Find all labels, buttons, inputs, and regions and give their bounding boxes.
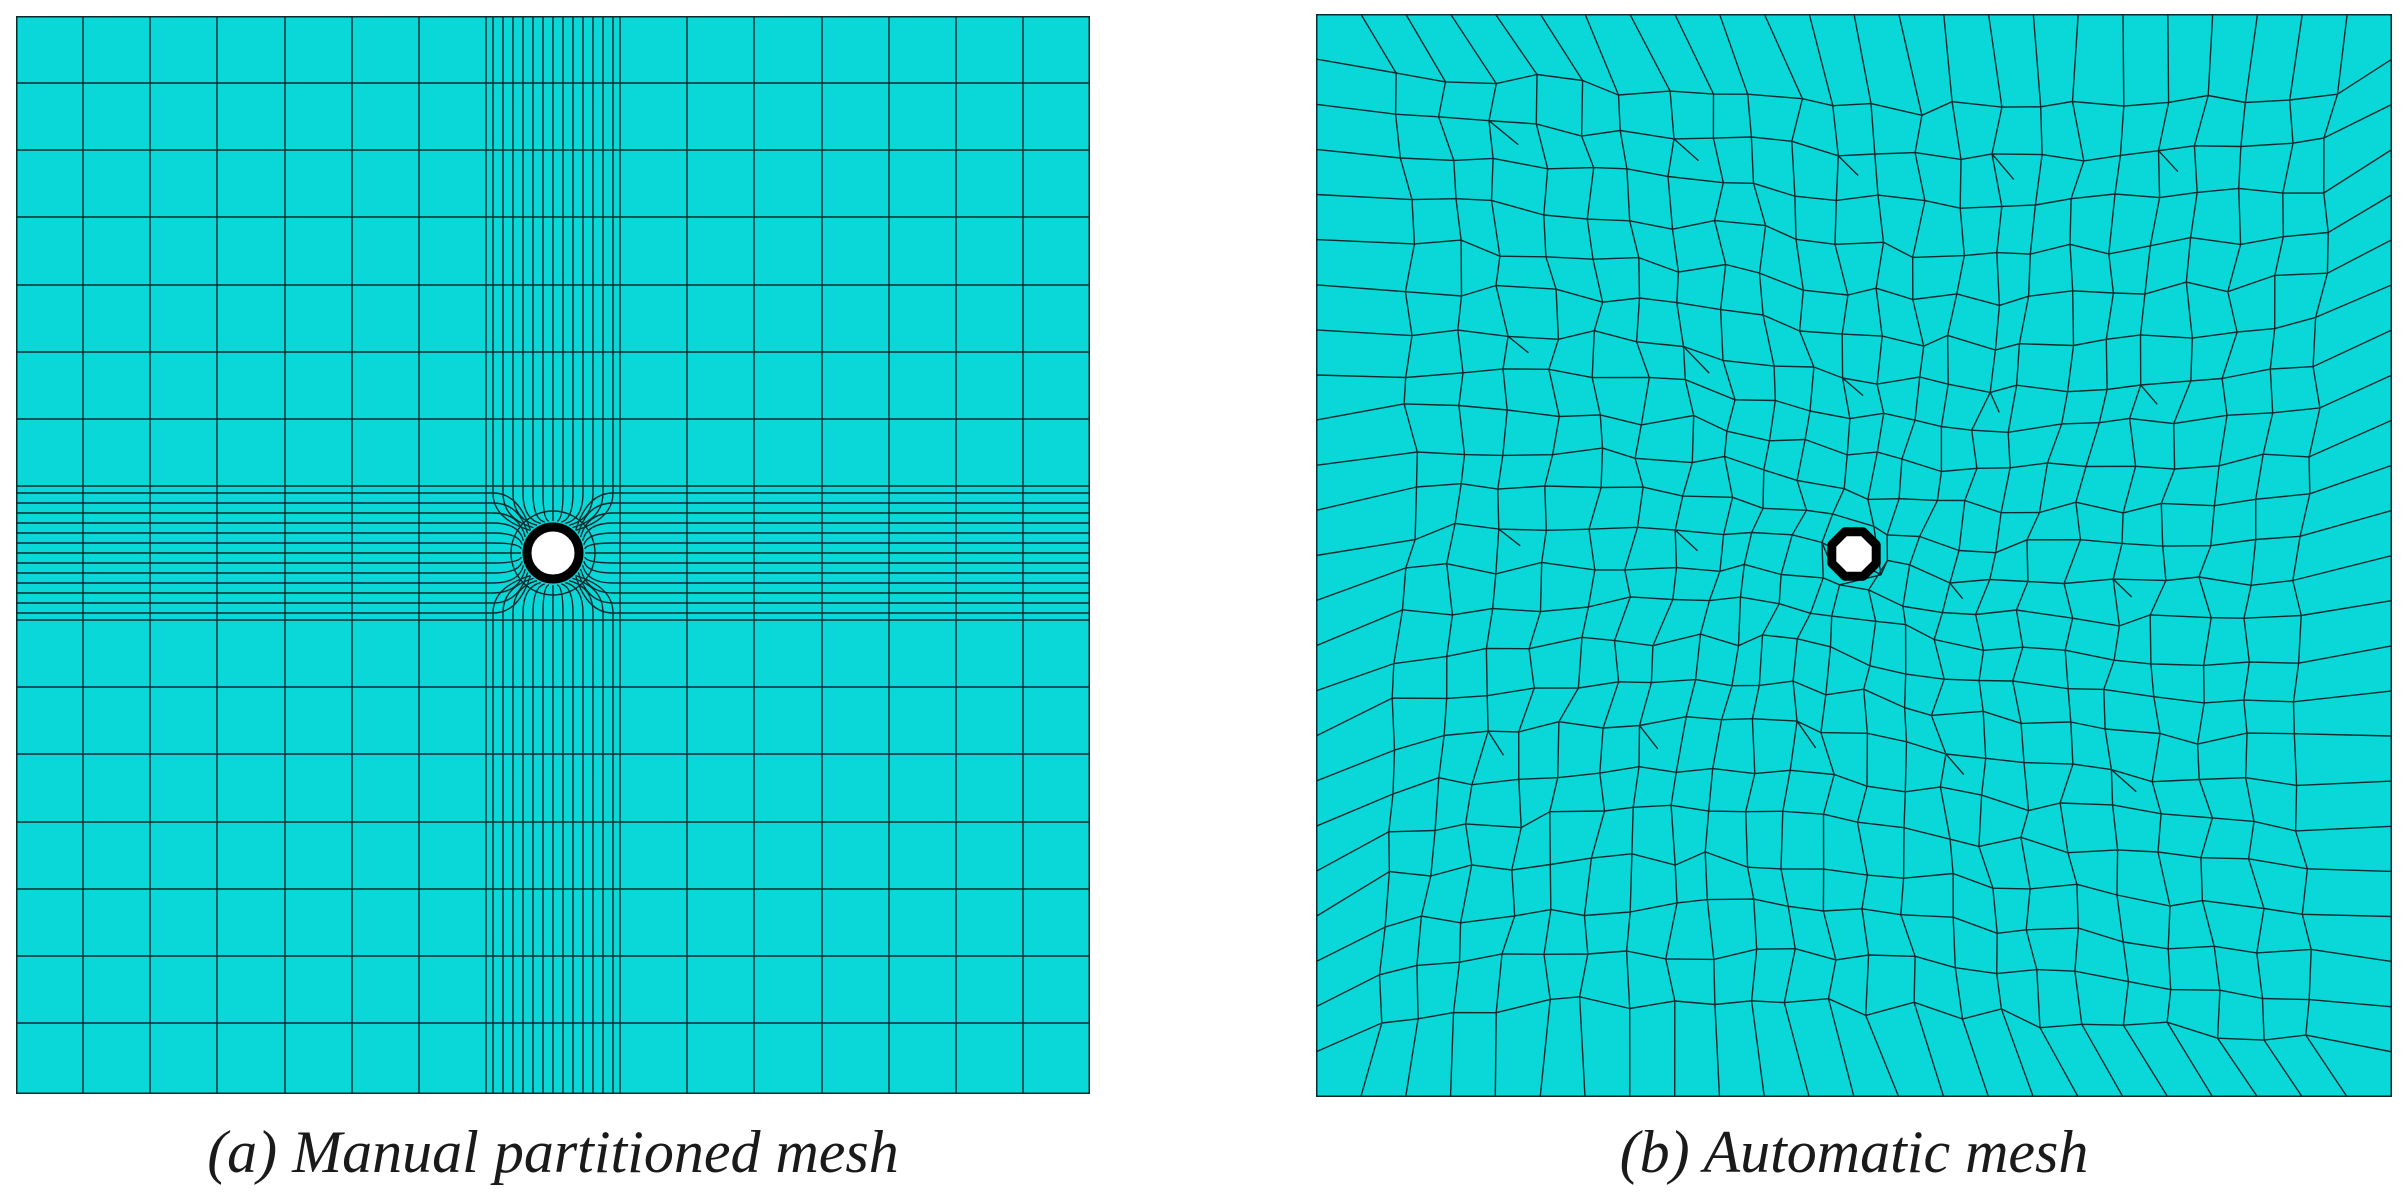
mesh-split xyxy=(1682,345,1710,374)
mesh-split xyxy=(1945,753,1965,775)
fan-line xyxy=(492,532,523,545)
mesh-split xyxy=(1796,720,1817,749)
mesh-split xyxy=(1673,138,1700,162)
fan-line xyxy=(583,532,614,545)
mesh-split xyxy=(1842,377,1864,397)
mesh-split xyxy=(1991,153,2015,180)
fan-line xyxy=(575,574,614,614)
mesh-line xyxy=(1316,851,2392,918)
mesh-split xyxy=(2158,150,2179,173)
mesh-split xyxy=(2110,769,2137,793)
automatic-mesh-panel xyxy=(1316,14,2392,1097)
hole-octagon xyxy=(1827,527,1881,581)
fan-line xyxy=(492,512,526,538)
mesh-line xyxy=(1316,368,2392,433)
fan-line xyxy=(522,581,541,614)
fan-line xyxy=(502,492,534,529)
automatic-mesh-figure xyxy=(1316,14,2392,1097)
mesh-split xyxy=(1989,392,2000,413)
fan-line xyxy=(492,556,522,564)
mesh-line xyxy=(1316,633,2392,704)
mesh-line xyxy=(1316,948,2392,1008)
fan-line xyxy=(492,575,532,614)
fan-line xyxy=(565,492,584,525)
mesh-line xyxy=(1316,596,2392,667)
mesh-line xyxy=(1316,716,2392,787)
mesh-grid xyxy=(1316,14,2392,1097)
fan-line xyxy=(522,492,541,525)
fan-line xyxy=(572,492,604,529)
mesh-split xyxy=(2140,384,2158,405)
fan-line xyxy=(581,522,614,541)
manual-mesh-panel xyxy=(16,16,1090,1094)
mesh-split xyxy=(1674,529,1699,552)
mesh-line xyxy=(1316,103,2392,162)
mesh-split xyxy=(1507,335,1529,354)
fan-line xyxy=(492,574,531,614)
fan-line xyxy=(532,492,545,523)
mesh-split xyxy=(1488,120,1519,146)
mesh-line xyxy=(1316,148,2392,209)
fan-line xyxy=(556,584,564,614)
fan-line xyxy=(492,565,525,584)
mesh-line xyxy=(1316,483,2392,554)
mesh-line xyxy=(1316,403,2392,473)
fan-line xyxy=(561,583,574,614)
fan-line xyxy=(492,522,525,541)
mesh-line xyxy=(1316,996,2392,1053)
mesh-line xyxy=(1316,766,2392,832)
mesh-line xyxy=(1316,193,2392,259)
mesh-split xyxy=(1949,582,1964,600)
caption-manual-mesh: (a) Manual partitioned mesh xyxy=(207,1119,899,1185)
fan-line xyxy=(512,580,538,614)
fan-line xyxy=(492,542,522,550)
mesh-split xyxy=(1638,725,1659,750)
caption-automatic-mesh: (b) Automatic mesh xyxy=(1619,1119,2089,1185)
mesh-grid xyxy=(16,16,1090,1094)
fan-line xyxy=(584,542,614,550)
mesh-line xyxy=(1316,329,2392,394)
fan-line xyxy=(542,492,550,522)
fan-line xyxy=(575,492,614,532)
fan-line xyxy=(542,584,550,614)
fan-line xyxy=(568,580,594,614)
fan-line xyxy=(492,492,532,531)
mesh-split xyxy=(2112,578,2133,598)
mesh-split xyxy=(1487,730,1505,756)
fan-line xyxy=(568,492,594,526)
fan-line xyxy=(556,492,564,522)
manual-mesh-figure xyxy=(16,16,1090,1094)
mesh-line xyxy=(1316,804,2392,873)
fan-line xyxy=(561,492,574,523)
hole-circle xyxy=(522,522,584,584)
fan-line xyxy=(581,565,614,584)
fan-line xyxy=(574,575,614,614)
mesh-split xyxy=(1837,155,1859,176)
mesh-line xyxy=(1316,678,2392,745)
fan-line xyxy=(583,561,614,574)
fan-line xyxy=(580,568,614,594)
mesh-line xyxy=(1316,238,2392,307)
fan-line xyxy=(492,561,523,574)
fan-line xyxy=(492,572,529,604)
fan-line xyxy=(580,512,614,538)
fan-line xyxy=(565,581,584,614)
fan-line xyxy=(584,556,614,564)
hole-ring xyxy=(510,510,596,596)
mesh-line xyxy=(1316,284,2392,351)
fan-line xyxy=(532,583,545,614)
fan-line xyxy=(512,492,538,526)
mesh-line xyxy=(1316,58,2392,116)
mesh-line xyxy=(1316,561,2392,627)
fan-line xyxy=(574,492,614,531)
mesh-line xyxy=(1316,447,2392,514)
fan-line xyxy=(492,502,529,534)
mesh-line xyxy=(1316,898,2392,963)
mesh-split xyxy=(1498,528,1521,547)
fan-line xyxy=(492,492,531,532)
mesh-line xyxy=(1316,522,2392,586)
fan-line xyxy=(492,568,526,594)
